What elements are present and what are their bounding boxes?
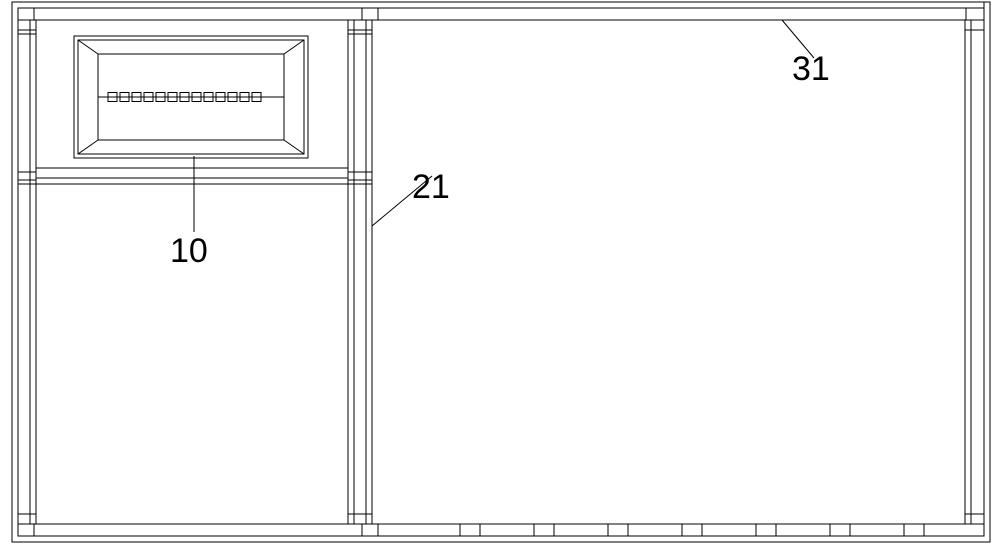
- callout-c21-label: 21: [412, 168, 450, 206]
- callout-c10: 10: [170, 156, 208, 270]
- callout-c21: 21: [372, 168, 450, 226]
- technical-drawing: 31 21 10: [0, 0, 1000, 554]
- callout-c31-label: 31: [792, 50, 830, 88]
- callout-c31: 31: [782, 20, 830, 88]
- callout-c10-label: 10: [170, 232, 208, 270]
